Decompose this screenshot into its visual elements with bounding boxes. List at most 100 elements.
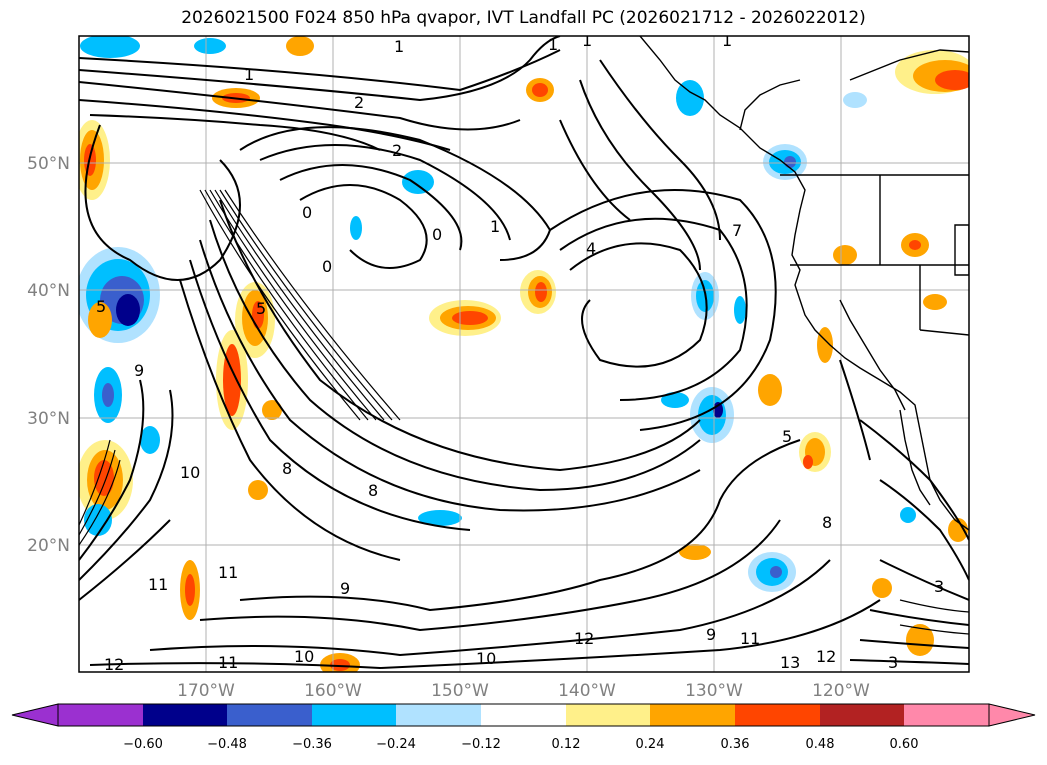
contour-label: 1: [722, 31, 732, 50]
lon-label: 130°W: [685, 681, 743, 701]
shading-layer: [79, 36, 969, 672]
shade-blob: [679, 544, 711, 560]
contour-label: 3: [934, 577, 944, 596]
lat-label: 20°N: [27, 536, 70, 556]
contour-label: 1: [548, 35, 558, 54]
colorbar-segment: [58, 704, 143, 726]
contour-label: 11: [148, 575, 168, 594]
shade-blob: [734, 296, 746, 324]
contour-label: 3: [888, 653, 898, 672]
lat-label: 30°N: [27, 409, 70, 429]
shade-blob: [770, 566, 782, 578]
shade-blob: [843, 92, 867, 108]
contour-label: 1: [490, 217, 500, 236]
shade-blob: [80, 36, 140, 58]
shade-blob: [833, 245, 857, 265]
contour-label: 7: [732, 221, 742, 240]
lat-label: 50°N: [27, 154, 70, 174]
map-area: [79, 36, 969, 672]
contour-label: 12: [574, 629, 594, 648]
colorbar-segment: [227, 704, 312, 726]
shade-blob: [418, 510, 462, 526]
colorbar: −0.60 −0.48 −0.36 −0.24 −0.12 0.12 0.24 …: [11, 703, 1036, 752]
colorbar-tick-label: −0.60: [123, 737, 163, 752]
lon-label: 170°W: [177, 681, 235, 701]
map-frame: [78, 35, 970, 673]
lon-label: 160°W: [304, 681, 362, 701]
colorbar-segment: [735, 704, 820, 726]
contour-label: 1: [394, 37, 404, 56]
contour-label: 8: [368, 481, 378, 500]
shade-blob: [248, 480, 268, 500]
map-title: 2026021500 F024 850 hPa qvapor, IVT Land…: [181, 8, 866, 28]
colorbar-tick-label: 0.36: [721, 737, 750, 752]
colorbar-segment: [312, 704, 396, 726]
colorbar-tick-label: −0.36: [292, 737, 332, 752]
contour-label: 5: [256, 299, 266, 318]
shade-blob: [758, 374, 782, 406]
shade-blob: [661, 392, 689, 408]
contour-label: 0: [302, 203, 312, 222]
contour-lines: [79, 36, 969, 670]
colorbar-border: [57, 703, 990, 727]
shade-blob: [102, 383, 114, 407]
contour-label: 1: [582, 31, 592, 50]
colorbar-tick-label: −0.24: [376, 737, 416, 752]
shade-blob: [900, 507, 916, 523]
colorbar-ticks: −0.60 −0.48 −0.36 −0.24 −0.12 0.12 0.24 …: [123, 737, 918, 752]
contour-label: 9: [706, 625, 716, 644]
contour-label: 13: [780, 653, 800, 672]
contour-label: 2: [354, 93, 364, 112]
colorbar-segment: [143, 704, 227, 726]
contour-label: 4: [586, 239, 596, 258]
shade-blob: [185, 574, 195, 606]
contour-label: 8: [822, 513, 832, 532]
colorbar-segment: [481, 704, 566, 726]
shade-blob: [784, 156, 796, 168]
contour-label: 12: [816, 647, 836, 666]
shade-blob: [330, 659, 350, 671]
shade-blob: [350, 216, 362, 240]
contour-label: 0: [322, 257, 332, 276]
contour-label: 10: [180, 463, 200, 482]
contour-label: 1: [244, 65, 254, 84]
contour-label: 8: [282, 459, 292, 478]
contour-label: 5: [96, 297, 106, 316]
shade-blob: [116, 294, 140, 326]
contour-label: 11: [218, 563, 238, 582]
coastlines: [639, 36, 969, 531]
contour-labels: 1 1 1 1 1 2 2 0 0 1 0 5 5 9 8 8 10 11 11…: [96, 31, 944, 674]
shade-blob: [535, 282, 547, 302]
shade-blob: [923, 294, 947, 310]
shade-blob: [532, 83, 548, 97]
contour-label: 9: [134, 361, 144, 380]
contour-label: 10: [294, 647, 314, 666]
colorbar-segment: [566, 704, 650, 726]
colorbar-tick-label: −0.12: [461, 737, 501, 752]
contour-label: 11: [740, 629, 760, 648]
shade-blob: [906, 624, 934, 656]
colorbar-segment: [396, 704, 481, 726]
contour-label: 2: [392, 141, 402, 160]
shade-blob: [262, 400, 282, 420]
contour-label: 11: [218, 653, 238, 672]
shade-blob: [872, 578, 892, 598]
contour-bundle: [79, 189, 969, 635]
colorbar-tick-label: −0.48: [207, 737, 247, 752]
colorbar-left-arrow: [11, 703, 59, 727]
shade-blob: [935, 70, 969, 90]
shade-blob: [948, 518, 968, 542]
shade-blob: [803, 455, 813, 469]
latitude-labels: 50°N 40°N 30°N 20°N: [27, 154, 70, 556]
longitude-labels: 170°W 160°W 150°W 140°W 130°W 120°W: [177, 681, 870, 701]
shade-blob: [452, 311, 488, 325]
colorbar-segment: [820, 704, 904, 726]
lon-label: 120°W: [812, 681, 870, 701]
colorbar-tick-label: 0.12: [552, 737, 581, 752]
contour-label: 10: [476, 649, 496, 668]
contour-label: 12: [104, 655, 124, 674]
shade-blob: [88, 302, 112, 338]
shade-blob: [140, 426, 160, 454]
contour-label: 5: [782, 427, 792, 446]
